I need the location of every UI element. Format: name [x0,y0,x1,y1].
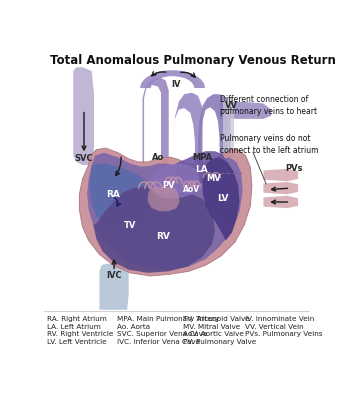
Polygon shape [79,148,252,276]
Text: IV: IV [172,80,181,90]
Polygon shape [219,102,271,119]
Polygon shape [203,157,239,240]
Polygon shape [173,93,203,165]
Text: Ao: Ao [152,153,164,162]
Text: PV. Pulmonary Valve: PV. Pulmonary Valve [184,339,257,345]
Text: RA. Right Atrium: RA. Right Atrium [47,316,106,322]
Text: MV. Mitral Valve: MV. Mitral Valve [184,324,241,330]
Text: RV: RV [156,232,170,241]
Text: Pulmonary veins do not
connect to the left atrium: Pulmonary veins do not connect to the le… [219,134,318,155]
Polygon shape [198,94,230,165]
Polygon shape [227,102,229,165]
Text: LV. Left Ventricle: LV. Left Ventricle [47,339,106,345]
Text: IVC: IVC [106,271,122,280]
Text: LA. Left Atrium: LA. Left Atrium [47,324,100,330]
Text: AoV: AoV [183,185,200,194]
Polygon shape [73,67,94,165]
Text: IVC. Inferior Vena Cava: IVC. Inferior Vena Cava [117,339,200,345]
Text: RV. Right Ventricle: RV. Right Ventricle [47,331,113,337]
Text: PVs: PVs [285,164,303,173]
Polygon shape [264,196,298,208]
Text: IV. Innominate Vein: IV. Innominate Vein [245,316,314,322]
Text: LA: LA [196,165,208,174]
Text: SVC. Superior Vena Cava: SVC. Superior Vena Cava [117,331,207,337]
Polygon shape [148,186,179,211]
Text: PVs. Pulmonary Veins: PVs. Pulmonary Veins [245,331,322,337]
Text: Total Anomalous Pulmonary Venous Return: Total Anomalous Pulmonary Venous Return [50,54,336,67]
Text: SVC: SVC [75,154,93,163]
Text: MV: MV [206,174,221,183]
Polygon shape [149,164,199,199]
Text: Different connection of
pulmonary veins to heart: Different connection of pulmonary veins … [219,95,317,116]
Text: TV. Tricuspid Valve: TV. Tricuspid Valve [184,316,250,322]
Text: LV: LV [217,194,228,203]
Polygon shape [93,186,215,273]
Text: AoV. Aortic Valve: AoV. Aortic Valve [184,331,244,337]
Polygon shape [140,70,205,88]
Text: TV: TV [124,221,136,230]
Polygon shape [142,77,169,165]
Polygon shape [173,151,226,184]
Text: Ao. Aorta: Ao. Aorta [117,324,150,330]
Text: MPA: MPA [193,153,213,162]
Polygon shape [264,169,298,181]
Text: RA: RA [106,190,120,199]
Polygon shape [264,182,298,194]
Text: VV. Vertical Vein: VV. Vertical Vein [245,324,303,330]
Text: MPA. Main Pulmonary Artery: MPA. Main Pulmonary Artery [117,316,219,322]
Text: PV: PV [162,180,175,190]
Polygon shape [87,153,243,270]
Polygon shape [99,264,129,310]
Polygon shape [90,164,153,234]
Text: VV: VV [225,101,238,110]
